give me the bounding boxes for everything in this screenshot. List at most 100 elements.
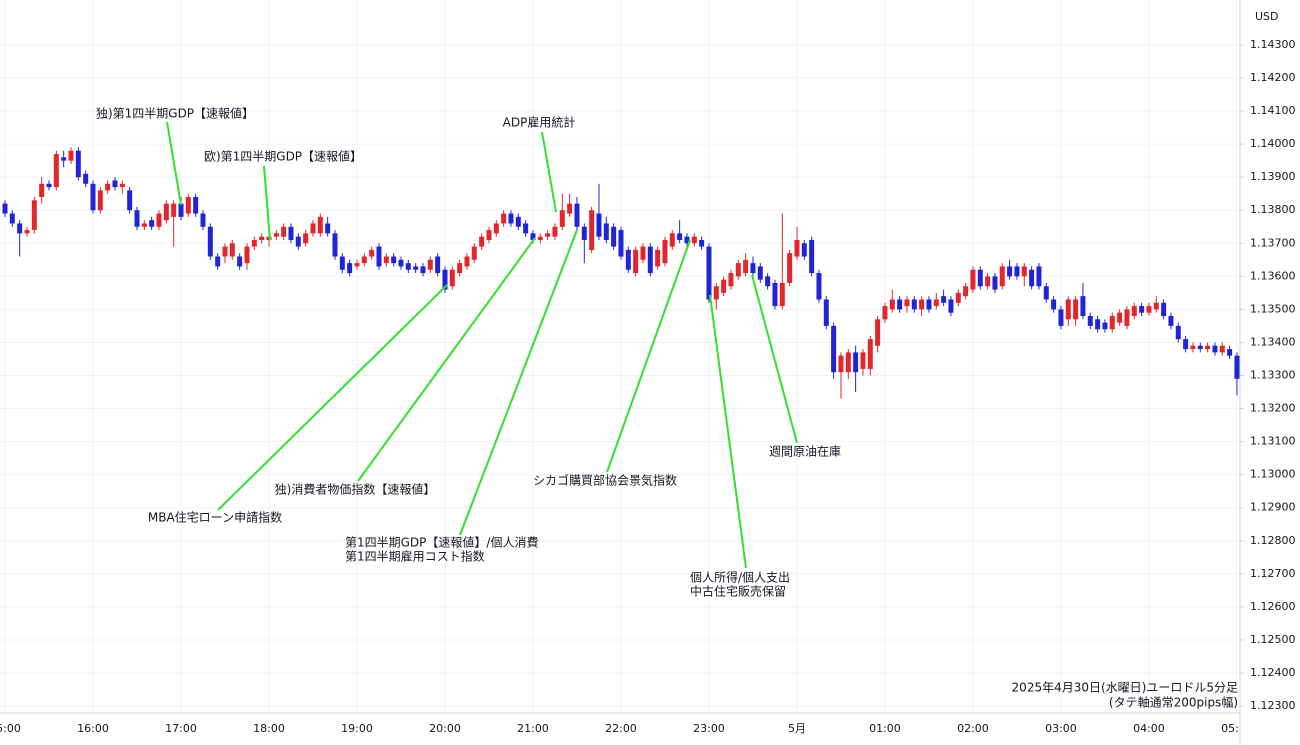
candle-body xyxy=(39,183,45,198)
candle-body xyxy=(963,286,969,297)
annotation-line xyxy=(459,229,578,536)
candle-body xyxy=(559,210,565,227)
y-tick-label: 1.14300 xyxy=(1250,38,1296,51)
candle-body xyxy=(933,299,939,307)
y-tick-label: 1.12300 xyxy=(1250,699,1296,712)
plot xyxy=(2,147,1240,399)
y-tick-label: 1.12700 xyxy=(1250,567,1296,580)
candle-body xyxy=(1124,309,1130,326)
x-tick-label: 22:00 xyxy=(605,722,637,735)
candle-body xyxy=(83,173,89,184)
footer-text: 2025年4月30日(水曜日)ユーロドル5分足 xyxy=(1012,681,1238,695)
candle-body xyxy=(523,223,529,234)
candle-body xyxy=(171,203,177,217)
candle-body xyxy=(721,279,727,293)
x-tick-label: 03:00 xyxy=(1045,722,1077,735)
candle-body xyxy=(479,236,485,247)
y-tick-label: 1.12600 xyxy=(1250,600,1296,613)
candle-body xyxy=(163,203,169,221)
candle-body xyxy=(809,239,815,274)
annotation-line xyxy=(709,294,747,569)
candle-body xyxy=(339,256,345,270)
candle-body xyxy=(119,183,125,188)
candle-body xyxy=(207,226,213,257)
candle-body xyxy=(141,223,147,227)
candle-body xyxy=(295,236,301,247)
candle-body xyxy=(831,325,837,373)
candle-body xyxy=(354,263,360,267)
candle-body xyxy=(1021,266,1027,277)
candle-body xyxy=(713,286,719,300)
candle-body xyxy=(919,299,925,310)
annotation-text: 第1四半期GDP【速報値】/個人消費 xyxy=(345,535,538,550)
candle-body xyxy=(699,239,705,247)
annotation-line xyxy=(541,131,557,213)
candle-body xyxy=(772,282,778,307)
candle-body xyxy=(347,263,353,274)
candle-body xyxy=(581,226,587,240)
candle-body xyxy=(310,223,316,234)
y-tick-label: 1.12900 xyxy=(1250,501,1296,514)
candle-body xyxy=(508,213,514,224)
annotation-line xyxy=(751,274,798,444)
candle-body xyxy=(53,154,59,188)
candle-body xyxy=(259,236,265,240)
candle-body xyxy=(750,263,756,274)
candle-body xyxy=(985,276,991,287)
candle-body xyxy=(1051,299,1057,310)
annotation-text: シカゴ購買部協会景気指数 xyxy=(533,473,677,488)
candle-body xyxy=(273,233,279,237)
candle-body xyxy=(317,216,323,234)
candle-body xyxy=(1007,266,1013,277)
candle-body xyxy=(889,299,895,310)
x-tick-label: 5月 xyxy=(788,722,806,735)
candle-body xyxy=(361,256,367,264)
annotation-text: 独)消費者物価指数【速報値】 xyxy=(275,482,436,497)
candle-body xyxy=(31,200,37,231)
candle-body xyxy=(669,233,675,247)
candle-body xyxy=(127,190,133,211)
annotation-line xyxy=(606,239,691,473)
y-tick-label: 1.13700 xyxy=(1250,236,1296,249)
candle-body xyxy=(728,273,734,287)
y-tick-label: 1.13300 xyxy=(1250,369,1296,382)
price-axis-panel xyxy=(1240,0,1300,745)
candle-body xyxy=(999,266,1005,287)
candle-body xyxy=(897,299,903,310)
annotation-text: 独)第1四半期GDP【速報値】 xyxy=(96,106,254,121)
candle-body xyxy=(1014,266,1020,277)
candle-body xyxy=(838,355,844,373)
candle-body xyxy=(229,243,235,257)
candle-body xyxy=(1168,316,1174,326)
candle-body xyxy=(867,339,873,369)
candle-body xyxy=(1080,296,1086,317)
candle-body xyxy=(662,239,668,264)
candle-body xyxy=(1175,325,1181,340)
candle-body xyxy=(281,226,287,237)
candle-body xyxy=(1212,345,1218,353)
candle-body xyxy=(823,299,829,326)
candle-body xyxy=(178,203,184,217)
candle-body xyxy=(471,246,477,260)
candle-body xyxy=(882,306,888,320)
y-tick-label: 1.14000 xyxy=(1250,137,1296,150)
x-tick-label: 23:00 xyxy=(693,722,725,735)
candle-body xyxy=(1197,345,1203,350)
candle-body xyxy=(948,299,954,313)
y-tick-label: 1.12400 xyxy=(1250,666,1296,679)
candle-body xyxy=(992,276,998,290)
candle-body xyxy=(757,266,763,280)
candle-body xyxy=(545,233,551,237)
annotation-text: 中古住宅販売保留 xyxy=(690,584,786,599)
candle-body xyxy=(442,269,448,290)
candle-body xyxy=(1190,345,1196,350)
candle-body xyxy=(530,233,536,240)
candle-body xyxy=(618,230,624,257)
candle-body xyxy=(112,180,118,188)
candle-body xyxy=(149,220,155,227)
candle-body xyxy=(904,299,910,307)
x-tick-label: 16:00 xyxy=(77,722,109,735)
candle-body xyxy=(1227,349,1233,356)
candle-body xyxy=(977,269,983,287)
candle-body xyxy=(611,226,617,247)
